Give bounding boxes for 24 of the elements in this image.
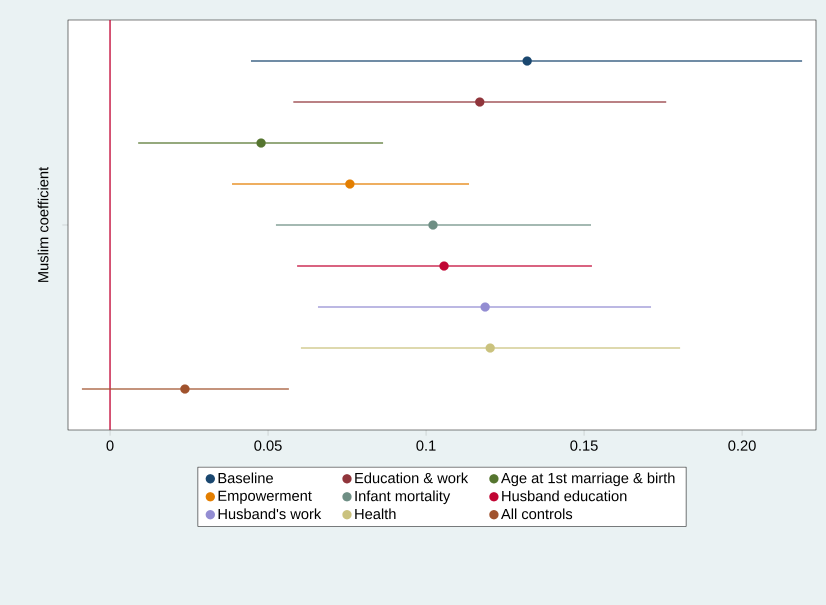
point [522,56,532,66]
x-tick-label: 0.20 [728,440,756,451]
legend-label: Empowerment [218,490,312,504]
point [480,302,490,312]
point [486,343,495,353]
x-tick-label: 0 [106,440,114,451]
point [439,261,449,271]
x-tick-label: 0.05 [254,440,282,451]
legend-label: Health [355,508,396,520]
legend-label: Baseline [218,472,273,484]
point [180,384,190,394]
point [475,97,484,107]
legend-label: Husband's work [218,508,322,520]
legend-label: Education & work [355,472,468,484]
legend-label: Husband education [502,490,626,502]
legend-label: Age at 1st marriage & birth [501,472,674,486]
point [256,138,266,148]
legend-label: Infant mortality [355,490,450,504]
x-tick-label: 0.15 [570,440,598,451]
point [428,220,438,230]
legend-label: All controls [501,508,572,520]
x-tick-label: 0.1 [416,440,436,451]
point [345,179,355,189]
y-axis-title: Muslim coefficient [38,166,48,282]
